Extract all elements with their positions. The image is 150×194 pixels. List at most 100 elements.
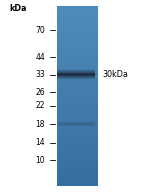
Bar bbox=[57, 71, 98, 73]
Bar bbox=[57, 67, 98, 69]
Bar bbox=[57, 146, 98, 148]
Bar bbox=[57, 73, 94, 74]
Bar bbox=[57, 145, 98, 146]
Bar bbox=[57, 121, 98, 123]
Bar bbox=[57, 69, 94, 70]
Bar bbox=[57, 143, 98, 145]
Bar bbox=[57, 157, 98, 159]
Bar bbox=[57, 181, 98, 183]
Bar bbox=[57, 166, 98, 168]
Bar bbox=[57, 103, 98, 105]
Bar bbox=[57, 31, 98, 33]
Bar bbox=[57, 24, 98, 26]
Bar bbox=[57, 53, 98, 55]
Bar bbox=[57, 112, 98, 114]
Bar bbox=[57, 29, 98, 31]
Bar bbox=[57, 73, 98, 74]
Bar bbox=[57, 100, 98, 101]
Bar bbox=[57, 114, 98, 116]
Bar bbox=[57, 76, 94, 77]
Bar bbox=[57, 74, 98, 76]
Bar bbox=[57, 123, 98, 125]
Text: kDa: kDa bbox=[9, 4, 27, 13]
Bar bbox=[57, 141, 98, 143]
Bar bbox=[57, 13, 98, 15]
Bar bbox=[57, 8, 98, 10]
Bar bbox=[57, 60, 98, 62]
Bar bbox=[57, 174, 98, 175]
Bar bbox=[57, 132, 98, 134]
Bar bbox=[57, 28, 98, 29]
Bar bbox=[57, 92, 98, 94]
Text: 26: 26 bbox=[35, 88, 45, 97]
Bar bbox=[57, 138, 98, 139]
Bar bbox=[57, 136, 98, 138]
Bar bbox=[57, 98, 98, 100]
Bar bbox=[57, 78, 94, 79]
Bar bbox=[57, 130, 98, 132]
Bar bbox=[57, 172, 98, 174]
Bar bbox=[57, 127, 98, 128]
Bar bbox=[57, 175, 98, 177]
Bar bbox=[57, 116, 98, 118]
Bar bbox=[57, 165, 98, 166]
Bar bbox=[57, 44, 98, 46]
Bar bbox=[57, 58, 98, 60]
Bar bbox=[57, 11, 98, 13]
Bar bbox=[57, 18, 98, 20]
Bar bbox=[57, 125, 94, 126]
Text: 30kDa: 30kDa bbox=[102, 70, 128, 79]
Bar bbox=[57, 184, 98, 186]
Bar bbox=[57, 101, 98, 103]
Bar bbox=[57, 17, 98, 18]
Bar bbox=[57, 177, 98, 179]
Bar bbox=[57, 91, 98, 92]
Text: 22: 22 bbox=[36, 101, 45, 110]
Bar bbox=[57, 161, 98, 163]
Bar bbox=[57, 87, 98, 89]
Text: 18: 18 bbox=[36, 120, 45, 129]
Bar bbox=[57, 82, 98, 83]
Bar bbox=[57, 159, 98, 161]
Bar bbox=[57, 22, 98, 24]
Bar bbox=[57, 79, 94, 80]
Bar bbox=[57, 109, 98, 110]
Bar bbox=[57, 128, 98, 130]
Bar bbox=[57, 40, 98, 42]
Bar bbox=[57, 47, 98, 49]
Bar bbox=[57, 154, 98, 156]
Bar bbox=[57, 134, 98, 136]
Bar bbox=[57, 163, 98, 165]
Bar bbox=[57, 139, 98, 141]
Bar bbox=[57, 64, 98, 65]
Bar bbox=[57, 89, 98, 91]
Bar bbox=[57, 71, 94, 72]
Bar bbox=[57, 20, 98, 22]
Bar bbox=[57, 42, 98, 44]
Bar bbox=[57, 118, 98, 120]
Bar bbox=[57, 80, 98, 82]
Bar bbox=[57, 83, 98, 85]
Text: 33: 33 bbox=[35, 70, 45, 79]
Bar bbox=[57, 183, 98, 184]
Bar bbox=[57, 152, 98, 154]
Bar bbox=[57, 36, 98, 38]
Text: 14: 14 bbox=[35, 138, 45, 147]
Bar bbox=[57, 10, 98, 11]
Bar bbox=[57, 46, 98, 47]
Bar bbox=[57, 125, 98, 127]
Bar bbox=[57, 105, 98, 107]
Text: 70: 70 bbox=[35, 26, 45, 35]
Bar bbox=[57, 170, 98, 172]
Bar bbox=[57, 15, 98, 17]
Bar bbox=[57, 38, 98, 40]
Bar bbox=[57, 33, 98, 35]
Bar bbox=[57, 56, 98, 58]
Bar bbox=[57, 75, 94, 76]
Bar bbox=[57, 123, 94, 124]
Bar bbox=[57, 168, 98, 170]
Bar bbox=[57, 179, 98, 181]
Bar bbox=[57, 51, 98, 53]
Bar bbox=[57, 148, 98, 150]
Bar bbox=[57, 35, 98, 36]
